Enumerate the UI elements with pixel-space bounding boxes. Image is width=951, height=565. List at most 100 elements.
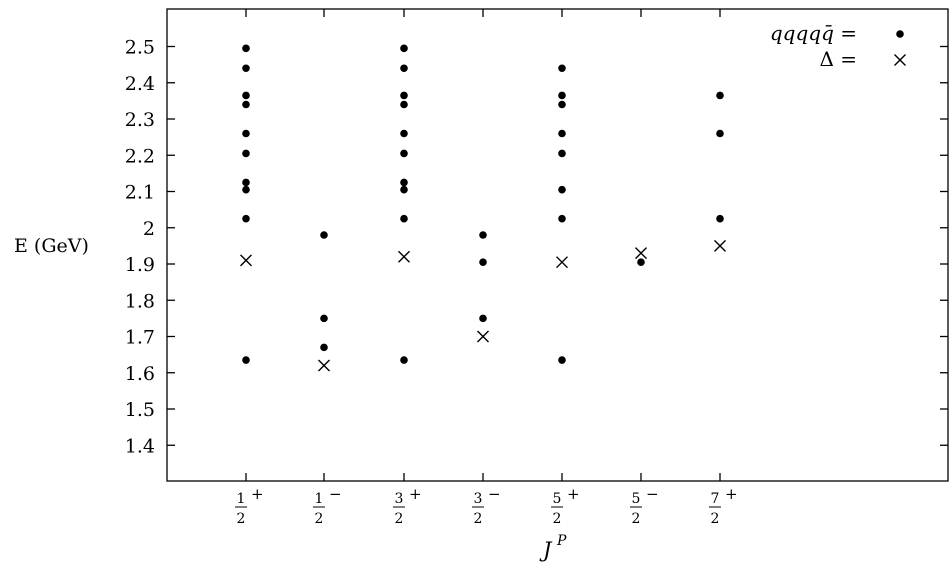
y-tick-label: 1.6 bbox=[125, 363, 155, 385]
x-tick-parity: + bbox=[567, 485, 580, 503]
y-tick-label: 1.4 bbox=[125, 435, 155, 457]
data-point-dot bbox=[242, 44, 250, 53]
data-point-dot bbox=[558, 100, 566, 109]
data-point-dot bbox=[400, 356, 408, 364]
data-point-dot bbox=[558, 356, 566, 364]
y-tick-label: 2 bbox=[143, 218, 155, 240]
y-tick-label: 1.9 bbox=[125, 254, 155, 276]
legend-label: qqqqq̄ = bbox=[770, 21, 857, 45]
x-tick-denominator: 2 bbox=[632, 511, 641, 527]
y-axis-label: E (GeV) bbox=[14, 235, 89, 257]
data-point-dot bbox=[242, 178, 250, 187]
y-axis: 1.4 1.5 1.6 1.7 1.8 1.9 2 2.1 2.2 2.3 2.4 2.5 bbox=[125, 37, 948, 457]
data-point-dot bbox=[716, 91, 724, 100]
data-point-dot bbox=[558, 149, 566, 158]
x-tick-numerator: 7 bbox=[711, 491, 720, 507]
data-point-dot bbox=[320, 231, 328, 239]
data-point-cross bbox=[556, 256, 568, 269]
data-point-dot bbox=[242, 64, 250, 73]
x-tick-denominator: 2 bbox=[395, 511, 404, 527]
data-point-dot bbox=[242, 185, 250, 194]
y-tick-label: 1.8 bbox=[125, 290, 155, 312]
data-point-dot bbox=[637, 258, 645, 266]
data-point-dot bbox=[400, 44, 408, 53]
data-point-cross bbox=[635, 247, 647, 260]
x-tick-parity: + bbox=[725, 485, 738, 503]
plot-frame bbox=[166, 8, 949, 482]
data-point-dot bbox=[400, 129, 408, 138]
data-point-cross bbox=[477, 330, 489, 343]
data-point-dot bbox=[242, 100, 250, 109]
data-point-dot bbox=[242, 129, 250, 138]
x-tick-numerator: 3 bbox=[474, 491, 483, 507]
x-tick-numerator: 1 bbox=[237, 491, 246, 507]
data-point-dot bbox=[716, 214, 724, 223]
data-point-cross bbox=[240, 254, 252, 267]
x-tick-numerator: 1 bbox=[315, 491, 324, 507]
x-tick-parity: + bbox=[251, 485, 264, 503]
data-point-dot bbox=[242, 356, 250, 364]
data-point-dot bbox=[242, 149, 250, 158]
y-tick-label: 1.7 bbox=[125, 327, 155, 349]
plot-border bbox=[166, 8, 949, 482]
x-tick-denominator: 2 bbox=[237, 511, 246, 527]
x-tick-numerator: 5 bbox=[632, 491, 641, 507]
x-tick-parity: − bbox=[646, 485, 659, 503]
y-tick-label: 2.2 bbox=[125, 145, 155, 167]
data-point-dot bbox=[400, 214, 408, 223]
x-tick-denominator: 2 bbox=[711, 511, 720, 527]
data-point-dot bbox=[479, 231, 487, 239]
data-point-dot bbox=[558, 64, 566, 73]
y-tick-label: 2.5 bbox=[125, 37, 155, 59]
data-point-dot bbox=[400, 100, 408, 109]
legend-label: Δ = bbox=[819, 47, 857, 71]
y-tick-label: 2.1 bbox=[125, 182, 155, 204]
x-tick-parity: − bbox=[488, 485, 501, 503]
y-tick-label: 1.5 bbox=[125, 399, 155, 421]
data-point-dot bbox=[320, 343, 328, 352]
data-point-dot bbox=[400, 185, 408, 194]
data-point-dot bbox=[242, 214, 250, 223]
data-point-cross bbox=[714, 239, 726, 252]
data-point-dot bbox=[896, 30, 904, 38]
legend: qqqqq̄ =Δ = bbox=[770, 21, 906, 71]
data-point-dot bbox=[558, 129, 566, 138]
data-marks bbox=[240, 44, 726, 372]
x-axis: 12+ 12− 32+ 32− 52+ 52− 72+ bbox=[235, 9, 738, 527]
x-tick-denominator: 2 bbox=[474, 511, 483, 527]
x-tick-parity: + bbox=[409, 485, 422, 503]
data-point-dot bbox=[479, 314, 487, 323]
data-point-dot bbox=[716, 129, 724, 138]
cross-stroke bbox=[398, 250, 410, 263]
cross-stroke bbox=[240, 254, 252, 267]
data-point-dot bbox=[400, 91, 408, 100]
data-point-cross bbox=[398, 250, 410, 263]
cross-stroke bbox=[635, 247, 647, 260]
data-point-cross bbox=[318, 359, 330, 372]
x-axis-label-superscript: P bbox=[556, 533, 567, 549]
cross-stroke bbox=[894, 54, 906, 66]
data-point-dot bbox=[558, 185, 566, 194]
x-axis-label: J bbox=[539, 538, 553, 562]
cross-stroke bbox=[477, 330, 489, 343]
cross-stroke bbox=[556, 256, 568, 269]
y-tick-label: 2.3 bbox=[125, 109, 155, 131]
data-point-dot bbox=[320, 314, 328, 323]
x-tick-numerator: 3 bbox=[395, 491, 404, 507]
data-point-dot bbox=[479, 258, 487, 266]
data-point-dot bbox=[400, 64, 408, 73]
cross-stroke bbox=[318, 359, 330, 372]
cross-stroke bbox=[714, 239, 726, 252]
x-tick-numerator: 5 bbox=[553, 491, 562, 507]
x-tick-parity: − bbox=[329, 485, 342, 503]
data-point-dot bbox=[558, 91, 566, 100]
y-tick-label: 2.4 bbox=[125, 73, 155, 95]
data-point-cross bbox=[894, 54, 906, 66]
data-point-dot bbox=[400, 149, 408, 158]
data-point-dot bbox=[242, 91, 250, 100]
x-tick-denominator: 2 bbox=[315, 511, 324, 527]
x-tick-denominator: 2 bbox=[553, 511, 562, 527]
data-point-dot bbox=[558, 214, 566, 223]
data-point-dot bbox=[400, 178, 408, 187]
